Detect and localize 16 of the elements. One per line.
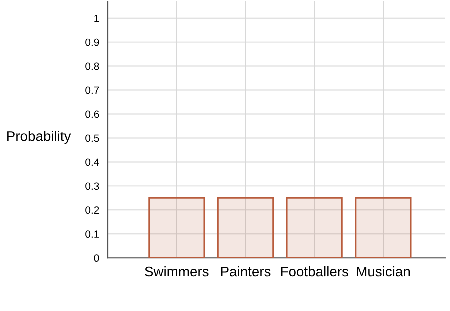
- y-tick-label: 0.9: [86, 38, 100, 46]
- y-axis-title: Probability: [8, 131, 72, 144]
- y-tick-label: 0.7: [86, 86, 100, 94]
- x-tick-label: Musician: [357, 266, 410, 277]
- y-tick-label: 0.5: [86, 134, 100, 142]
- x-tick-label: Painters: [221, 266, 271, 277]
- x-tick-label: Swimmers: [145, 266, 209, 277]
- y-tick-label: 0.1: [86, 230, 100, 238]
- y-tick-label: 0: [94, 254, 100, 262]
- y-tick-label: 0.4: [86, 158, 100, 166]
- y-tick-label: 1: [94, 14, 100, 22]
- y-tick-label: 0.2: [86, 206, 100, 214]
- y-tick-label: 0.3: [86, 182, 100, 190]
- y-tick-label: 0.8: [86, 62, 100, 70]
- y-tick-label: 0.6: [86, 110, 100, 118]
- x-tick-label: Footballers: [281, 266, 348, 277]
